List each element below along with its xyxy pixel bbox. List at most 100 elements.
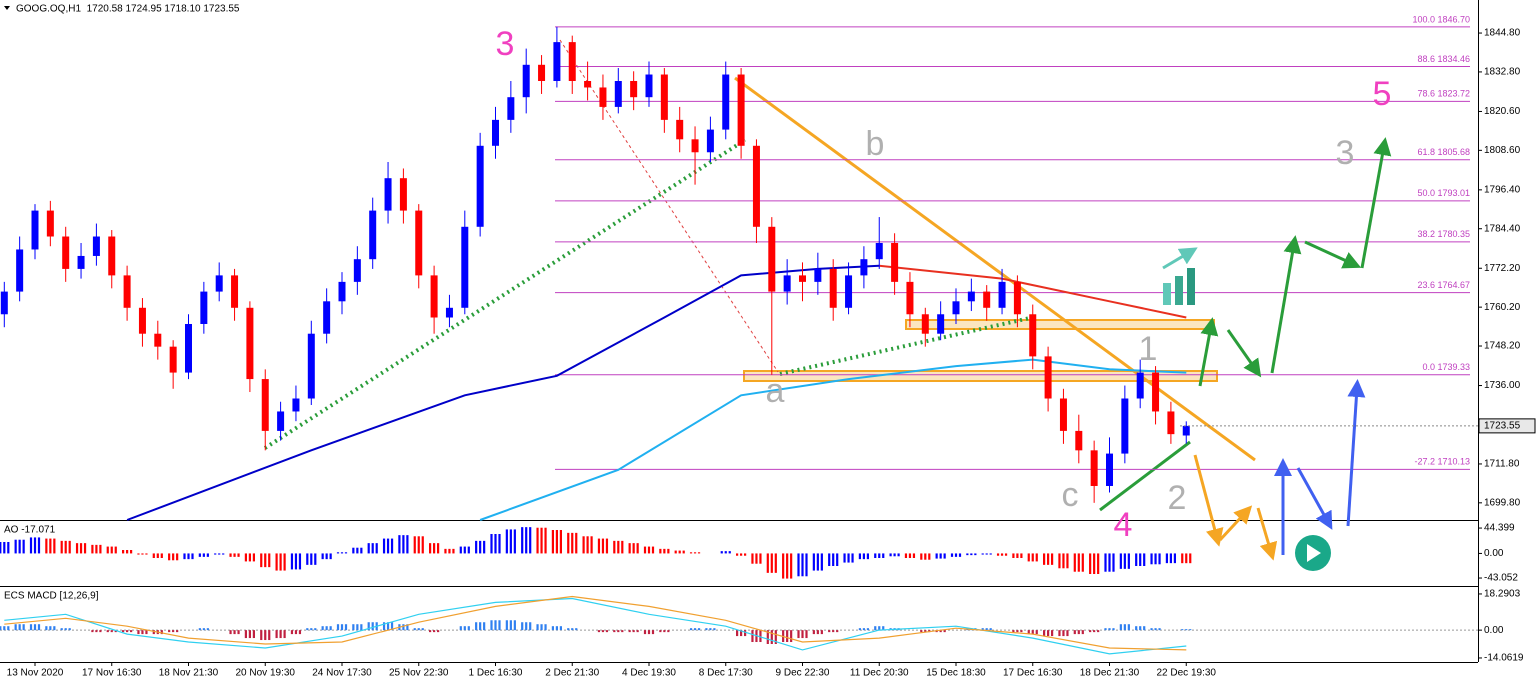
fib-label: 78.6 1823.72	[1417, 89, 1470, 99]
candle-body	[584, 80, 592, 88]
y-tick-label: -43.052	[1484, 573, 1518, 584]
play-button[interactable]	[1295, 535, 1331, 571]
wave-label: 5	[1373, 75, 1392, 113]
y-tick-label: 1796.40	[1484, 184, 1521, 195]
candle-body	[46, 210, 54, 237]
candle-body	[492, 119, 499, 146]
candle-body	[630, 80, 638, 98]
icon-arrow	[1162, 247, 1198, 270]
candle-body	[599, 87, 607, 107]
y-tick-label: 1736.00	[1484, 380, 1521, 391]
y-tick-label: 1844.80	[1484, 28, 1521, 39]
candle-body	[860, 259, 868, 276]
candle-body	[200, 291, 208, 324]
candle-body	[461, 226, 469, 308]
x-tick-label: 25 Nov 22:30	[389, 668, 449, 679]
wave-label: b	[866, 125, 885, 163]
candle-body	[307, 333, 315, 399]
wave-label: c	[1062, 476, 1079, 514]
candle-body	[353, 259, 361, 282]
arrow	[1198, 317, 1219, 387]
candle-body	[568, 42, 576, 81]
candle-body	[983, 291, 991, 308]
fib-label: -27.2 1710.13	[1414, 457, 1470, 467]
y-tick-label: 0.00	[1484, 625, 1504, 636]
candle-body	[399, 178, 407, 211]
last-price-box	[1478, 418, 1536, 434]
candle-body	[1121, 398, 1129, 454]
arrow	[1256, 507, 1278, 561]
macd-line	[4, 595, 1187, 651]
candle-body	[1029, 314, 1037, 357]
x-tick-label: 8 Dec 17:30	[699, 668, 753, 679]
candle-body	[967, 291, 975, 302]
candle-body	[1075, 430, 1083, 451]
candle-body	[138, 307, 146, 334]
candle-body	[261, 379, 269, 431]
x-tick-label: 18 Nov 21:30	[159, 668, 219, 679]
x-tick-label: 1 Dec 16:30	[469, 668, 523, 679]
candle-body	[507, 97, 515, 120]
x-tick-label: 17 Dec 16:30	[1003, 668, 1063, 679]
y-tick-label: 1699.80	[1484, 497, 1521, 508]
candle-body	[323, 301, 331, 334]
arrow	[1218, 505, 1253, 542]
candle-body	[722, 74, 730, 130]
candle-body	[737, 74, 745, 146]
candle-body	[814, 268, 822, 282]
trendline-support	[779, 316, 1031, 376]
candle-body	[998, 281, 1006, 308]
fib-label: 38.2 1780.35	[1417, 229, 1470, 239]
arrow	[1193, 454, 1224, 547]
y-tick-label: 1820.60	[1484, 106, 1521, 117]
fib-label: 23.6 1764.67	[1417, 280, 1470, 290]
candle-body	[384, 178, 392, 211]
candle-body	[123, 275, 131, 308]
x-tick-label: 17 Nov 16:30	[82, 668, 142, 679]
candle-body	[77, 255, 85, 269]
candle-body	[752, 145, 760, 227]
candle-body	[31, 210, 39, 250]
menu-caret	[4, 6, 10, 10]
candle-body	[845, 275, 853, 308]
fib-label: 61.8 1805.68	[1417, 147, 1470, 157]
candle-body	[875, 242, 883, 260]
x-tick-label: 22 Dec 19:30	[1157, 668, 1217, 679]
candle-body	[553, 42, 561, 81]
candle-body	[921, 314, 929, 334]
candle-body	[1136, 372, 1144, 399]
wave-labels: 3 b a c 1 2 4 5 3	[496, 25, 1392, 544]
candle-body	[338, 281, 346, 302]
candle-body	[660, 74, 668, 120]
candle-body	[108, 236, 116, 276]
wave-label: 4	[1114, 506, 1133, 544]
resistance-zone	[905, 319, 1215, 330]
icon-bar	[1163, 283, 1171, 305]
candle-body	[1167, 411, 1175, 435]
y-tick-label: 1748.20	[1484, 341, 1521, 352]
wave-label: 1	[1139, 330, 1158, 368]
candle-body	[691, 139, 699, 153]
candle-body	[891, 242, 899, 282]
x-tick-label: 9 Dec 22:30	[776, 668, 830, 679]
candle-body	[799, 275, 806, 282]
wave-label: 2	[1168, 479, 1187, 517]
candle-body	[676, 119, 684, 140]
x-tick-label: 11 Dec 20:30	[850, 668, 909, 679]
candle-body	[1044, 356, 1052, 399]
growth-icon	[1162, 247, 1198, 305]
y-tick-label: 18.2903	[1484, 589, 1521, 600]
candle-body	[768, 226, 776, 292]
candle-body	[292, 398, 300, 412]
candle-body	[522, 64, 530, 98]
arrow	[1296, 467, 1333, 530]
candle-body	[215, 275, 223, 292]
candle-body	[1013, 281, 1021, 315]
y-tick-label: 0.00	[1484, 548, 1504, 559]
wave-label: a	[766, 372, 785, 410]
candle-body	[1059, 398, 1067, 431]
macd-title: ECS MACD [12,26,9]	[4, 591, 99, 602]
candle-body	[614, 80, 622, 107]
wave-label: 3	[1336, 134, 1355, 172]
